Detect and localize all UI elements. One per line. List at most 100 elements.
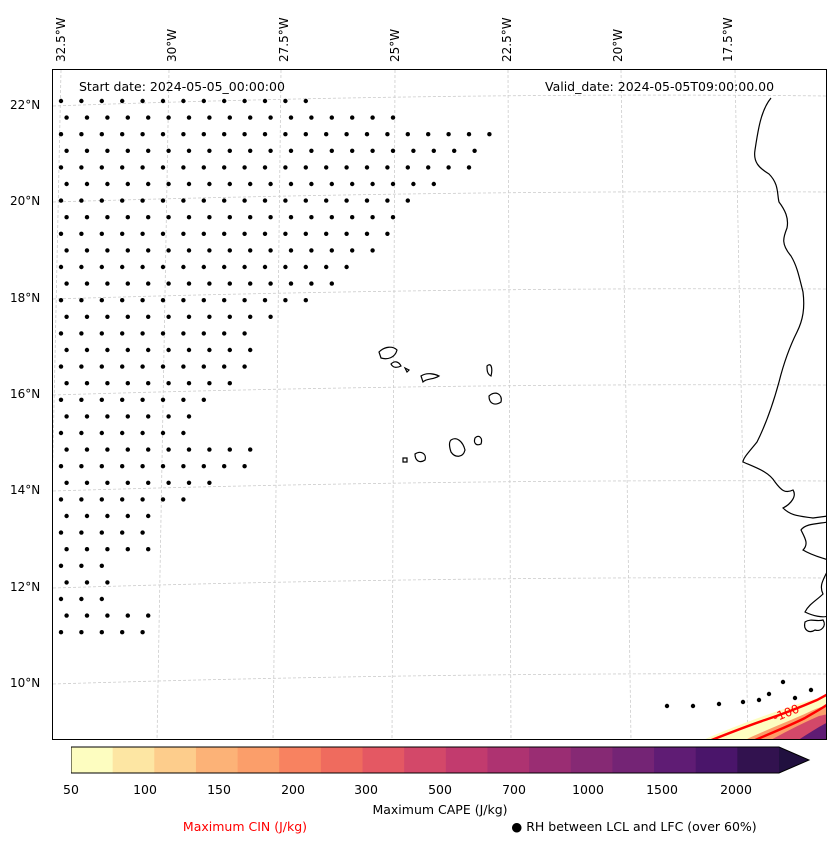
rh-dot <box>105 148 110 153</box>
rh-dot <box>222 132 227 137</box>
rh-dot <box>84 613 90 618</box>
rh-dot <box>64 580 69 585</box>
rh-dot <box>472 148 477 153</box>
rh-dot <box>405 198 410 203</box>
rh-dot <box>242 165 247 170</box>
rh-dot <box>329 148 334 153</box>
rh-dot <box>58 397 64 402</box>
rh-dot <box>181 264 186 270</box>
rh-dot <box>64 181 69 187</box>
rh-dot <box>303 298 308 303</box>
rh-dot <box>242 298 247 303</box>
rh-dot <box>84 314 90 319</box>
rh-dot <box>222 98 227 104</box>
rh-dot <box>186 248 192 253</box>
rh-dot <box>186 480 192 485</box>
rh-dot <box>262 198 268 203</box>
lat-label-16n: 16°N <box>10 387 41 401</box>
cb-tick-700: 700 <box>502 782 526 797</box>
map-panel[interactable]: -100 <box>52 69 827 740</box>
rh-dot <box>364 198 370 203</box>
rh-dot <box>426 132 431 137</box>
rh-dot <box>690 703 696 709</box>
map-canvas: -100 <box>53 70 826 739</box>
rh-dot <box>181 331 186 336</box>
colorbar-segment <box>529 747 572 773</box>
rh-dot <box>405 132 410 137</box>
lon-label-32-5w: 32.5°W <box>54 17 68 62</box>
rh-dot <box>64 547 69 552</box>
rh-dot <box>262 132 268 137</box>
rh-dot <box>160 397 166 402</box>
rh-dot <box>105 115 110 120</box>
rh-dot <box>350 181 355 187</box>
lon-label-27-5w: 27.5°W <box>277 17 291 62</box>
rh-dot <box>99 630 104 635</box>
rh-dot <box>99 364 104 369</box>
colorbar-segment <box>737 747 780 773</box>
cb-tick-300: 300 <box>354 782 378 797</box>
rh-dot <box>84 547 90 552</box>
parallel-10n <box>53 673 826 685</box>
rh-dot <box>125 613 130 618</box>
rh-dot <box>146 148 151 153</box>
rh-dot <box>146 381 151 386</box>
rh-dot <box>248 115 253 120</box>
colorbar-segment <box>279 747 322 773</box>
rh-dot <box>120 364 125 369</box>
rh-dot <box>79 530 84 535</box>
rh-dot <box>262 298 268 303</box>
rh-dot <box>201 132 206 137</box>
rh-dot <box>58 497 64 502</box>
rh-dot <box>780 679 786 685</box>
rh-dot <box>166 181 171 187</box>
rh-dot <box>242 331 247 336</box>
rh-dot <box>248 248 253 253</box>
rh-dot <box>262 231 268 236</box>
rh-dot <box>140 198 145 203</box>
rh-dot <box>99 198 104 203</box>
rh-dot <box>79 132 84 137</box>
rh-dot <box>181 430 186 436</box>
rh-dot <box>309 181 314 187</box>
rh-dot <box>201 231 206 236</box>
rh-dot <box>79 364 84 369</box>
rh-dot <box>79 397 84 402</box>
rh-dot <box>99 464 104 469</box>
rh-dot <box>487 132 492 137</box>
cb-tick-1500: 1500 <box>646 782 678 797</box>
rh-dot <box>64 314 69 319</box>
rh-dot <box>146 513 151 519</box>
rh-dot <box>84 215 90 220</box>
rh-dot <box>405 165 410 170</box>
rh-dot <box>227 447 232 452</box>
rh-dot <box>283 264 288 270</box>
rh-dot <box>140 98 145 104</box>
rh-dot <box>227 347 232 353</box>
rh-dot <box>120 298 125 303</box>
rh-dot <box>146 281 151 286</box>
rh-dot <box>288 148 294 153</box>
rh-dot <box>64 513 69 519</box>
rh-dot <box>146 181 151 187</box>
rh-dot <box>186 148 192 153</box>
rh-dot <box>125 347 130 353</box>
rh-dot <box>262 264 268 270</box>
rh-dot <box>283 198 288 203</box>
rh-dot <box>120 231 125 236</box>
rh-dot <box>58 430 64 436</box>
rh-dot <box>64 115 69 120</box>
rh-dot <box>120 198 125 203</box>
rh-dot <box>370 148 375 153</box>
rh-dot <box>99 596 104 602</box>
rh-dot <box>242 132 247 137</box>
rh-dot <box>222 364 227 369</box>
cb-tick-500: 500 <box>428 782 452 797</box>
rh-dot <box>125 513 130 519</box>
rh-dot <box>324 132 329 137</box>
rh-dot <box>146 547 151 552</box>
rh-dot <box>344 264 349 270</box>
cb-tick-150: 150 <box>207 782 231 797</box>
rh-dot <box>105 314 110 319</box>
rh-dot <box>201 397 206 402</box>
